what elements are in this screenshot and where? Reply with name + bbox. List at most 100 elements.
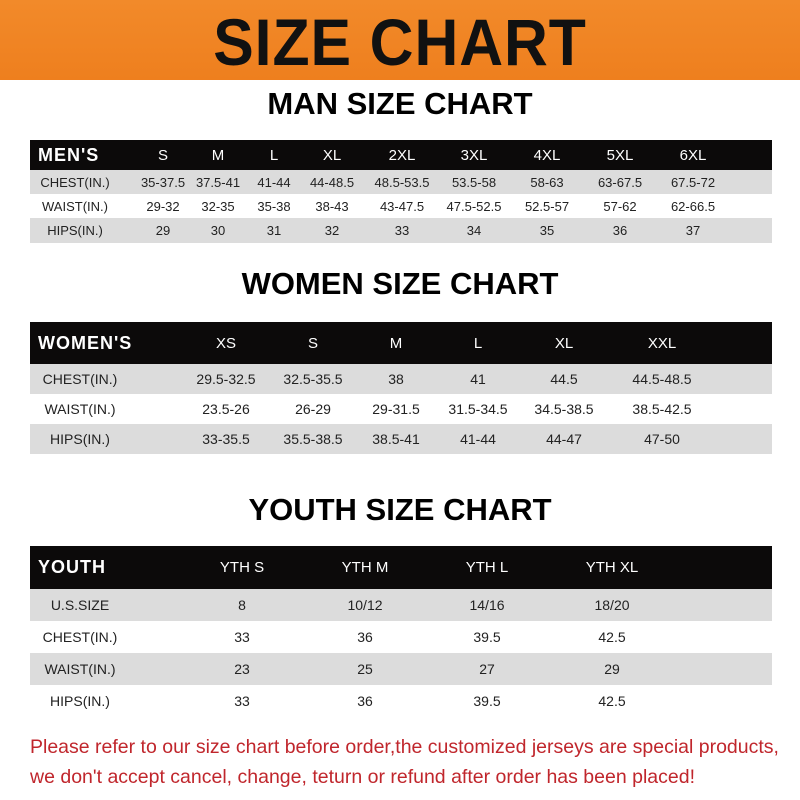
- table-row: WAIST(IN.) 23 25 27 29: [30, 653, 772, 685]
- women-table-label: WOMEN'S: [38, 332, 133, 353]
- size-column-header: YTH M: [341, 559, 389, 576]
- measurement-cell: 26-29: [295, 401, 331, 417]
- men-section-title: MAN SIZE CHART: [267, 86, 533, 121]
- row-label: U.S.SIZE: [50, 597, 110, 613]
- row-label: CHEST(IN.): [42, 629, 118, 645]
- table-row: HIPS(IN.) 33-35.5 35.5-38.5 38.5-41 41-44 44-…: [30, 424, 772, 454]
- measurement-cell: 38.5-42.5: [632, 401, 692, 417]
- measurement-cell: 36: [357, 629, 373, 645]
- measurement-cell: 53.5-58: [451, 174, 497, 190]
- table-row: HIPS(IN.) 29 30 31 32 33 34 35 36 37: [30, 218, 772, 243]
- size-column-header: M: [389, 334, 403, 352]
- measurement-cell: 33: [234, 629, 250, 645]
- disclaimer-line-2: we don't accept cancel, change, teturn o…: [30, 766, 695, 788]
- measurement-cell: 47.5-52.5: [446, 198, 502, 214]
- measurement-cell: 57-62: [603, 198, 637, 214]
- measurement-cell: 32.5-35.5: [283, 371, 343, 387]
- row-label: HIPS(IN.): [50, 693, 110, 709]
- measurement-cell: 41: [470, 371, 486, 387]
- measurement-cell: 37: [685, 223, 701, 238]
- row-label: HIPS(IN.): [50, 431, 110, 447]
- table-row: U.S.SIZE 8 10/12 14/16 18/20: [30, 589, 772, 621]
- size-column-header: L: [473, 334, 483, 352]
- size-column-header: YTH S: [219, 559, 265, 576]
- measurement-cell: 8: [238, 597, 246, 613]
- measurement-cell: 27: [479, 661, 495, 677]
- table-row: WAIST(IN.) 23.5-26 26-29 29-31.5 31.5-34.5 34…: [30, 394, 772, 424]
- measurement-cell: 41-44: [460, 431, 496, 447]
- measurement-cell: 37.5-41: [195, 174, 241, 190]
- measurement-cell: 29.5-32.5: [196, 371, 256, 387]
- measurement-cell: 32: [324, 223, 340, 238]
- measurement-cell: 42.5: [598, 629, 626, 645]
- women-header-row: WOMEN'S XS S M L XL XXL: [30, 322, 772, 364]
- measurement-cell: 35-38: [257, 198, 291, 214]
- measurement-cell: 43-47.5: [379, 198, 425, 214]
- youth-header-row: YOUTH YTH S YTH M YTH L YTH XL: [30, 546, 772, 589]
- measurement-cell: 34: [466, 223, 482, 238]
- measurement-cell: 39.5: [473, 629, 501, 645]
- disclaimer-line-1: Please refer to our size chart before or…: [30, 736, 779, 758]
- measurement-cell: 42.5: [598, 693, 626, 709]
- measurement-cell: 23.5-26: [202, 401, 250, 417]
- banner: SIZE CHART: [0, 0, 800, 80]
- measurement-cell: 33: [394, 223, 410, 238]
- measurement-cell: 18/20: [594, 597, 630, 613]
- measurement-cell: 58-63: [530, 174, 564, 190]
- size-column-header: XL: [554, 334, 574, 352]
- size-column-header: YTH L: [465, 559, 509, 576]
- size-column-header: 2XL: [388, 146, 416, 164]
- size-column-header: 3XL: [460, 146, 488, 164]
- row-label: CHEST(IN.): [42, 371, 118, 387]
- measurement-cell: 25: [357, 661, 373, 677]
- measurement-cell: 36: [357, 693, 373, 709]
- youth-table-label: YOUTH: [38, 557, 106, 577]
- measurement-cell: 29: [604, 661, 620, 677]
- measurement-cell: 14/16: [469, 597, 505, 613]
- women-section-title: WOMEN SIZE CHART: [241, 266, 559, 301]
- measurement-cell: 48.5-53.5: [374, 174, 430, 190]
- size-column-header: 5XL: [606, 146, 634, 164]
- size-column-header: S: [307, 334, 319, 352]
- measurement-cell: 38-43: [315, 198, 349, 214]
- disclaimer-text: Please refer to our size chart before or…: [30, 732, 790, 792]
- measurement-cell: 36: [612, 223, 628, 238]
- measurement-cell: 47-50: [644, 431, 680, 447]
- measurement-cell: 44.5-48.5: [632, 371, 692, 387]
- measurement-cell: 29-31.5: [372, 401, 420, 417]
- measurement-cell: 35.5-38.5: [283, 431, 343, 447]
- youth-section-title: YOUTH SIZE CHART: [248, 492, 552, 527]
- measurement-cell: 52.5-57: [524, 198, 570, 214]
- size-column-header: XL: [322, 146, 342, 164]
- measurement-cell: 62-66.5: [670, 198, 716, 214]
- row-label: HIPS(IN.): [47, 223, 103, 238]
- size-column-header: L: [269, 146, 279, 164]
- banner-title: SIZE CHART: [213, 5, 587, 79]
- table-row: CHEST(IN.) 35-37.5 37.5-41 41-44 44-48.5 48.5…: [30, 170, 772, 194]
- size-column-header: YTH XL: [585, 559, 639, 576]
- measurement-cell: 10/12: [347, 597, 383, 613]
- measurement-cell: 32-35: [201, 198, 235, 214]
- measurement-cell: 44-47: [546, 431, 582, 447]
- table-row: CHEST(IN.) 29.5-32.5 32.5-35.5 38 41 44.5 44.5…: [30, 364, 772, 394]
- table-row: HIPS(IN.) 33 36 39.5 42.5: [30, 685, 772, 717]
- measurement-cell: 67.5-72: [670, 174, 716, 190]
- table-row: CHEST(IN.) 33 36 39.5 42.5: [30, 621, 772, 653]
- measurement-cell: 29-32: [146, 198, 180, 214]
- measurement-cell: 38: [388, 371, 404, 387]
- men-table-label: MEN'S: [38, 144, 100, 165]
- measurement-cell: 35: [539, 223, 555, 238]
- measurement-cell: 44-48.5: [309, 174, 355, 190]
- row-label: WAIST(IN.): [42, 198, 108, 214]
- measurement-cell: 38.5-41: [372, 431, 420, 447]
- measurement-cell: 33-35.5: [202, 431, 250, 447]
- measurement-cell: 30: [210, 223, 226, 238]
- table-row: WAIST(IN.) 29-32 32-35 35-38 38-43 43-47.5 47.…: [30, 194, 772, 218]
- row-label: WAIST(IN.): [44, 661, 116, 677]
- size-column-header: S: [157, 146, 169, 164]
- measurement-cell: 23: [234, 661, 250, 677]
- measurement-cell: 41-44: [257, 174, 291, 190]
- row-label: WAIST(IN.): [44, 401, 116, 417]
- size-column-header: M: [211, 146, 225, 164]
- row-label: CHEST(IN.): [40, 174, 110, 190]
